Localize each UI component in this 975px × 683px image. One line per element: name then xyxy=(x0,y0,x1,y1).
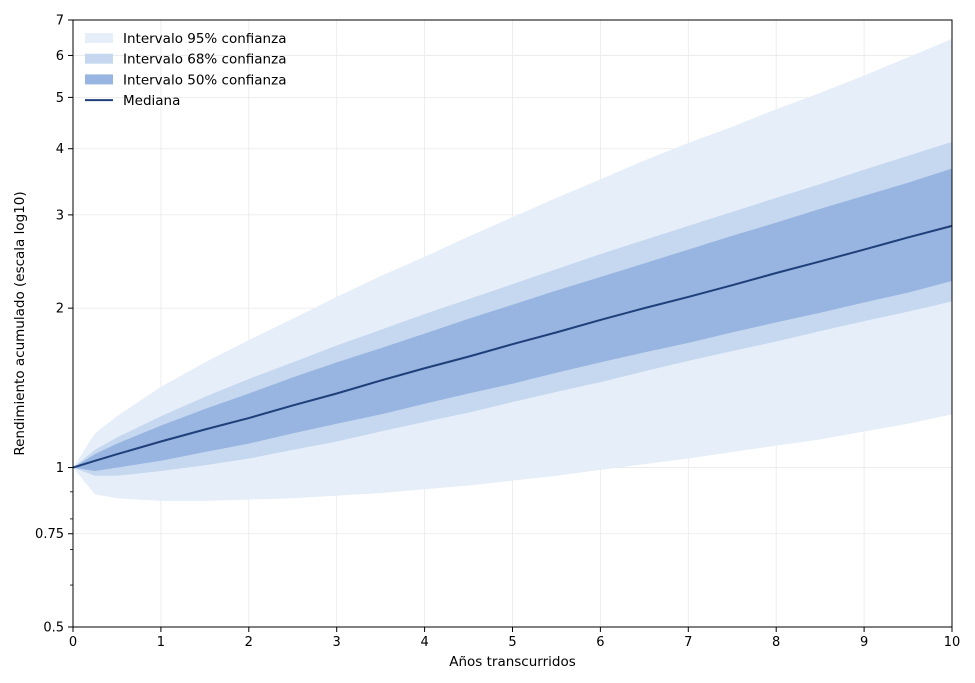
y-tick-label: 3 xyxy=(56,208,64,223)
x-tick-label: 10 xyxy=(944,635,961,650)
confidence-bands xyxy=(73,38,952,501)
x-tick-label: 9 xyxy=(860,635,868,650)
y-tick-label: 5 xyxy=(56,91,64,106)
median-series xyxy=(72,224,953,469)
legend-label: Intervalo 95% confianza xyxy=(123,31,286,47)
x-tick-label: 5 xyxy=(508,635,516,650)
y-tick-label: 0.5 xyxy=(43,621,64,636)
y-tick-label: 1 xyxy=(56,461,64,476)
legend-swatch xyxy=(85,74,113,85)
y-tick-label: 6 xyxy=(56,49,64,64)
x-tick-label: 7 xyxy=(684,635,692,650)
y-tick-label: 0.75 xyxy=(35,527,64,542)
band-50-area xyxy=(73,168,952,472)
legend: Intervalo 95% confianza Intervalo 68% con… xyxy=(85,31,286,109)
legend-label: Intervalo 50% confianza xyxy=(123,72,286,88)
median-line xyxy=(72,224,953,469)
legend-swatch xyxy=(85,53,113,64)
y-axis-label: Rendimiento acumulado (escala log10) xyxy=(12,191,28,455)
y-tick-label: 2 xyxy=(56,302,64,317)
x-axis-ticks: 0 1 2 3 4 5 6 7 8 9 10 xyxy=(69,627,960,650)
x-tick-label: 6 xyxy=(596,635,604,650)
y-tick-label: 7 xyxy=(56,14,64,29)
y-axis-ticks: 0.5 0.75 1 2 3 4 5 6 7 xyxy=(35,14,73,636)
x-tick-label: 4 xyxy=(420,635,428,650)
x-tick-label: 8 xyxy=(772,635,780,650)
x-tick-label: 1 xyxy=(157,635,165,650)
x-tick-label: 2 xyxy=(245,635,253,650)
legend-label: Mediana xyxy=(123,93,180,109)
y-tick-label: 4 xyxy=(56,142,64,157)
x-axis-label: Años transcurridos xyxy=(449,654,576,670)
x-tick-label: 0 xyxy=(69,635,77,650)
legend-label: Intervalo 68% confianza xyxy=(123,52,286,68)
x-tick-label: 3 xyxy=(333,635,341,650)
legend-swatch xyxy=(85,33,113,43)
